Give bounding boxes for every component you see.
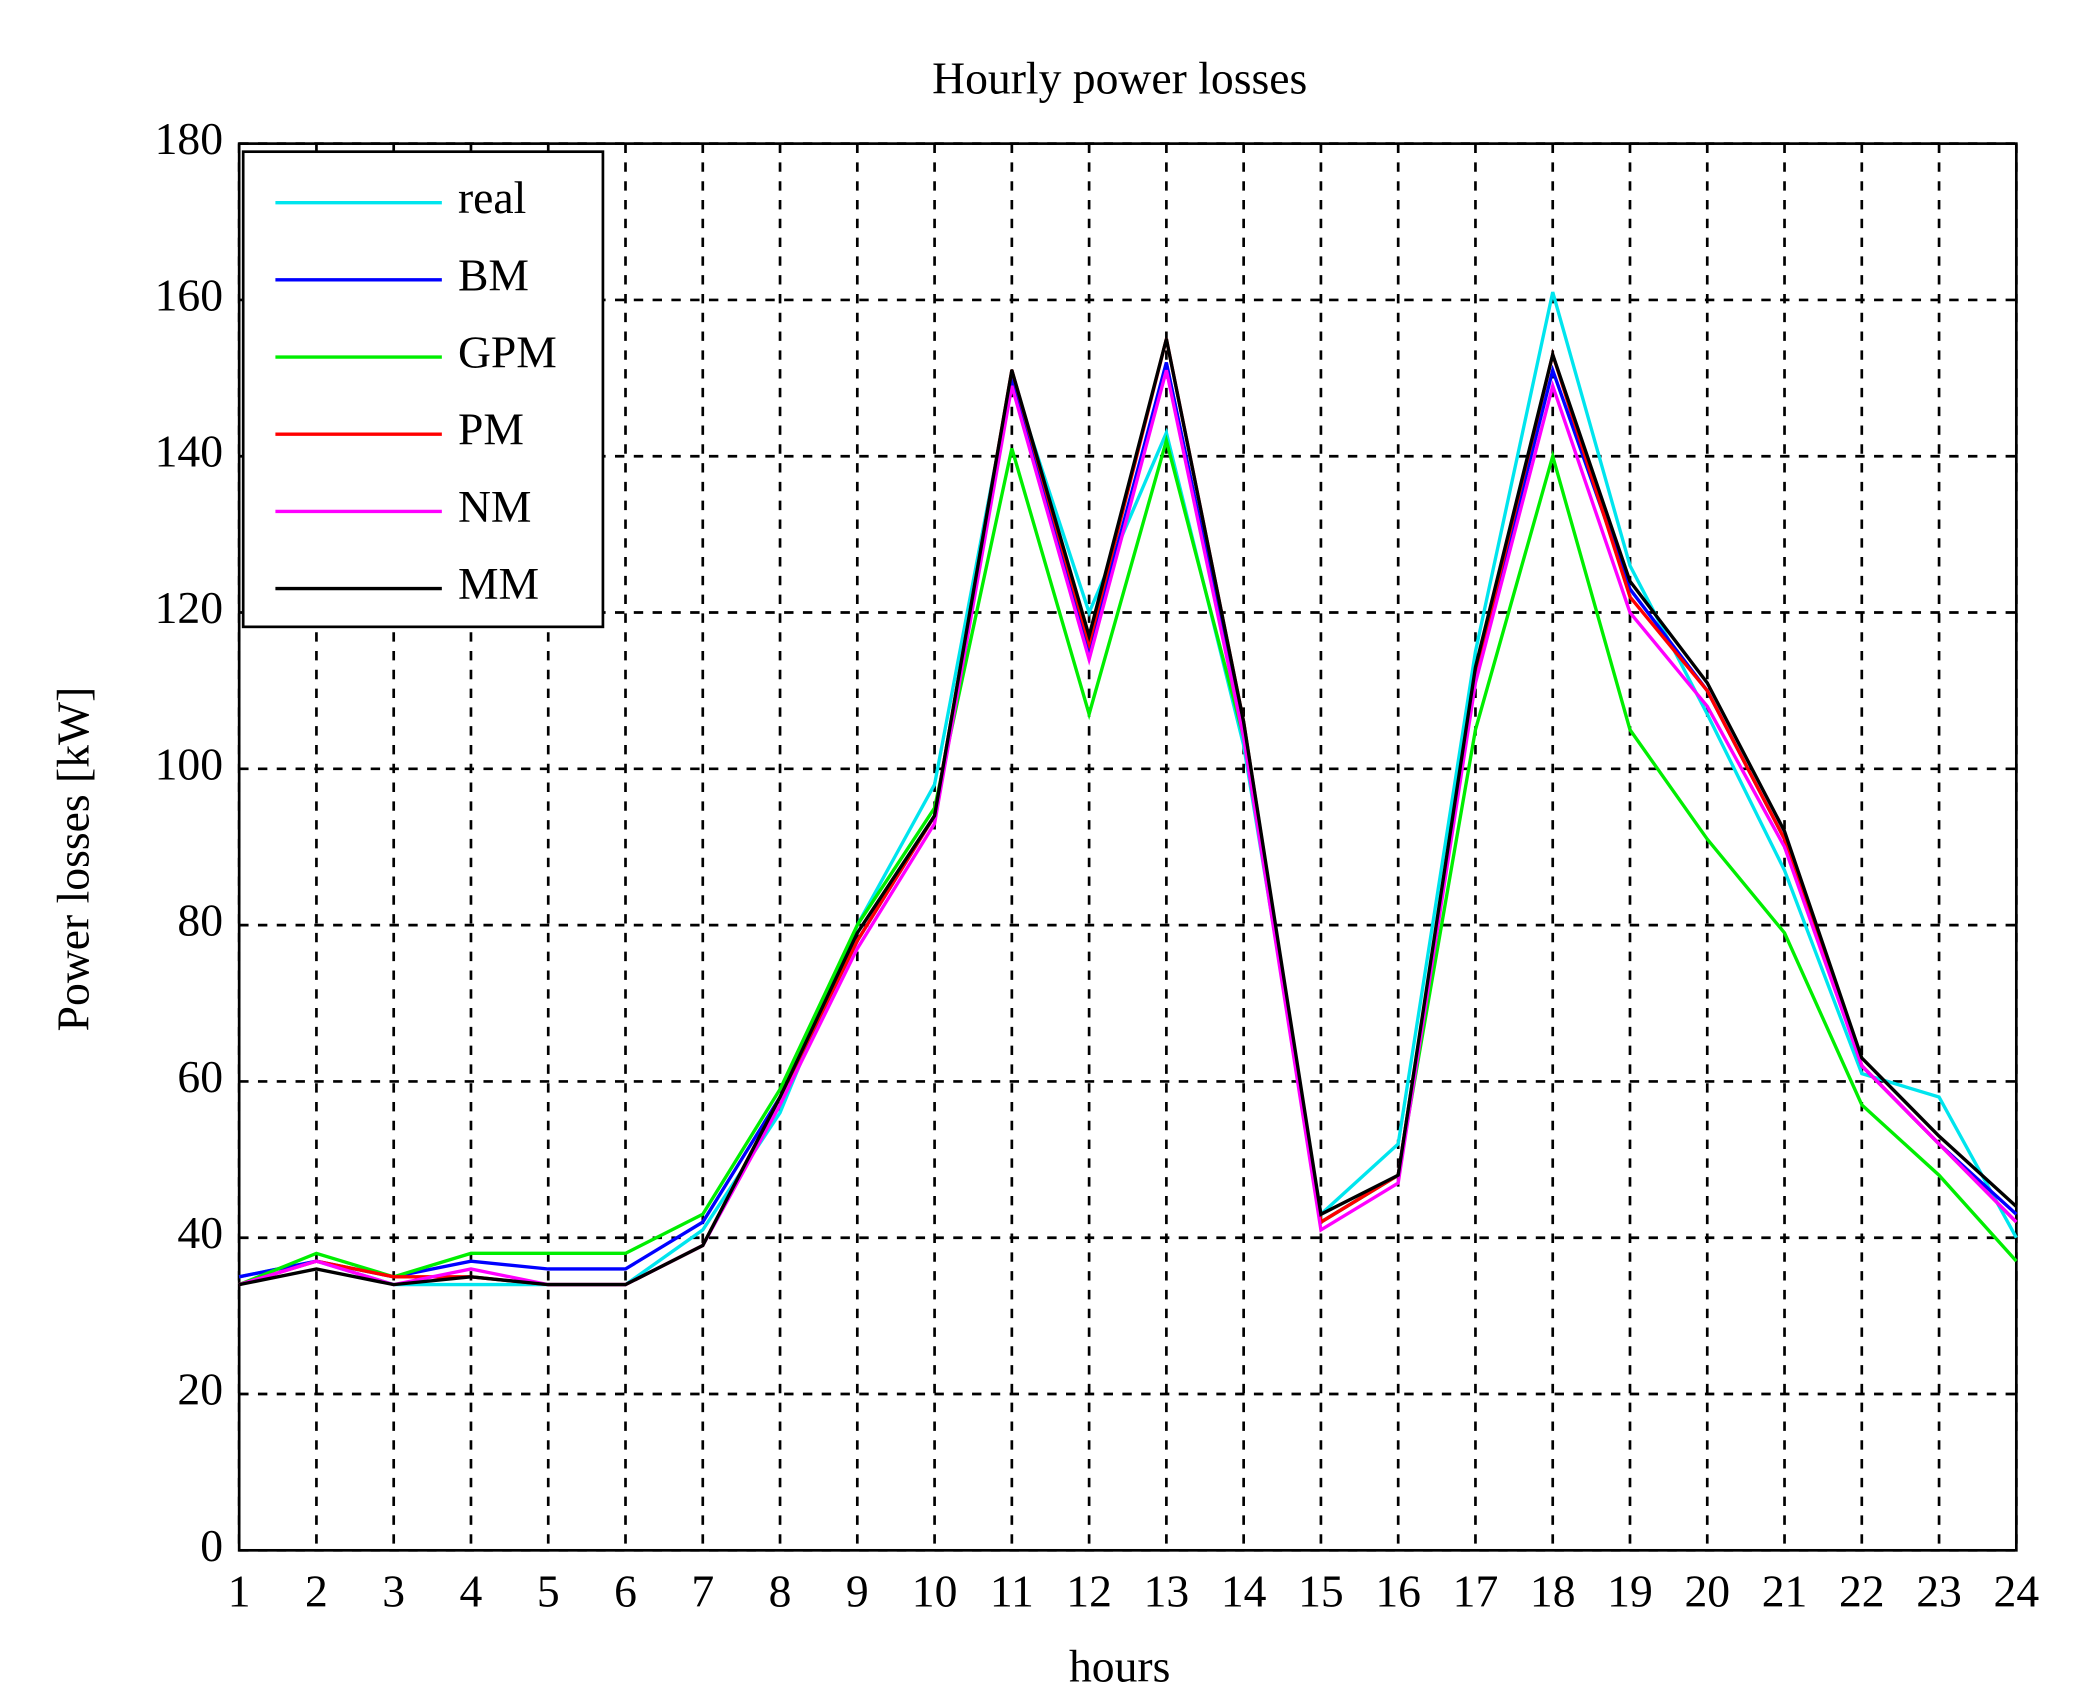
x-tick-label: 14: [1221, 1565, 1267, 1616]
y-tick-label: 40: [177, 1207, 223, 1258]
x-tick-label: 5: [537, 1565, 560, 1616]
y-tick-label: 100: [155, 738, 223, 789]
plot-frame: [237, 142, 2018, 1552]
legend-label: MM: [458, 558, 539, 609]
legend: real BM GPM PM NM MM: [241, 150, 605, 629]
series-line: [238, 434, 2018, 1287]
legend-label: NM: [458, 481, 532, 532]
x-tick-label: 23: [1916, 1565, 1962, 1616]
y-tick-label: 60: [177, 1051, 223, 1102]
x-tick-label: 19: [1607, 1565, 1653, 1616]
x-tick-label: 24: [1994, 1565, 2040, 1616]
x-tick-label: 6: [614, 1565, 637, 1616]
x-tick-label: 16: [1375, 1565, 1421, 1616]
x-tick-label: 17: [1453, 1565, 1499, 1616]
y-tick-label: 80: [177, 895, 223, 946]
x-axis-label: hours: [1069, 1641, 1170, 1692]
x-tick-label: 3: [382, 1565, 405, 1616]
legend-box: [241, 150, 605, 629]
x-tick-label: 15: [1298, 1565, 1344, 1616]
x-tick-label: 9: [846, 1565, 869, 1616]
y-tick-label: 0: [200, 1520, 223, 1571]
x-tick-label: 12: [1066, 1565, 1112, 1616]
legend-label: GPM: [458, 327, 557, 378]
x-tick-label: 18: [1530, 1565, 1576, 1616]
y-tick-label: 120: [155, 582, 223, 633]
y-tick-label: 20: [177, 1363, 223, 1414]
x-tick-label: 10: [912, 1565, 958, 1616]
x-tick-label: 13: [1144, 1565, 1190, 1616]
x-tick-label: 11: [990, 1565, 1034, 1616]
x-tick-label: 1: [228, 1565, 251, 1616]
chart-title: Hourly power losses: [932, 53, 1307, 104]
legend-label: real: [458, 172, 526, 223]
x-tick-label: 2: [305, 1565, 328, 1616]
y-axis-label: Power losses [kW]: [48, 687, 99, 1032]
legend-label: BM: [458, 249, 529, 300]
x-tick-label: 21: [1762, 1565, 1808, 1616]
x-tick-label: 7: [691, 1565, 714, 1616]
legend-label: PM: [458, 404, 524, 455]
x-tick-label: 20: [1684, 1565, 1730, 1616]
x-tick-label: 4: [460, 1565, 483, 1616]
series-line: [238, 338, 2018, 1287]
x-tick-label: 22: [1839, 1565, 1885, 1616]
y-tick-label: 180: [155, 113, 223, 164]
y-tick-label: 140: [155, 426, 223, 477]
y-tick-label: 160: [155, 269, 223, 320]
x-tick-label: 8: [769, 1565, 792, 1616]
